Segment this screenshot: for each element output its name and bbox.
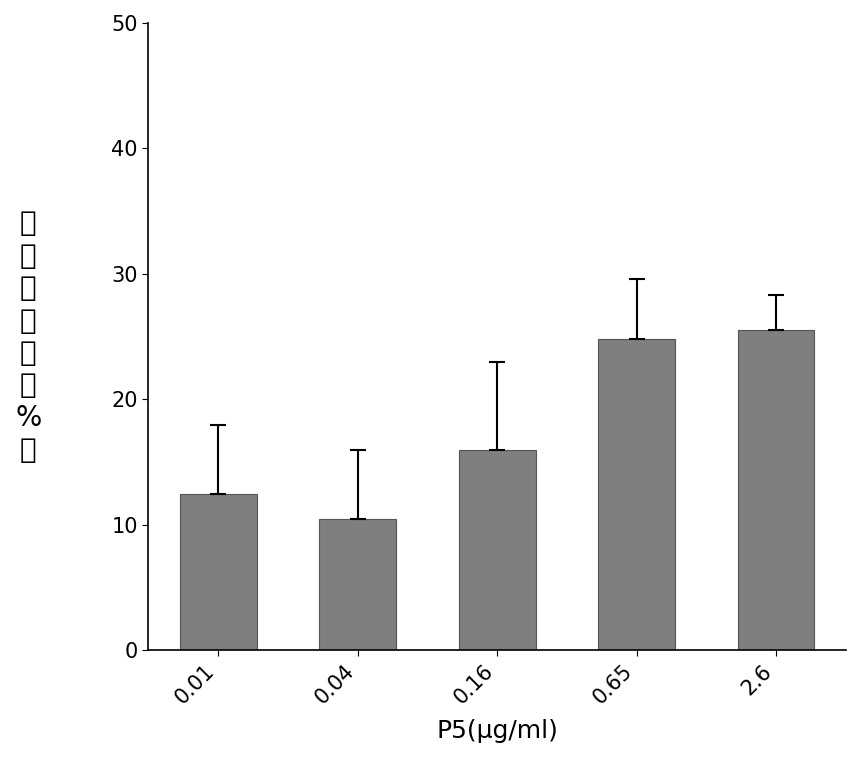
Bar: [459, 449, 536, 650]
Bar: [319, 518, 396, 650]
Y-axis label: 相
对
抑
制
率
（
%
）: 相 对 抑 制 率 （ % ）: [15, 209, 41, 464]
X-axis label: P5(μg/ml): P5(μg/ml): [437, 719, 558, 743]
Bar: [738, 330, 815, 650]
Bar: [180, 493, 257, 650]
Bar: [598, 340, 675, 650]
